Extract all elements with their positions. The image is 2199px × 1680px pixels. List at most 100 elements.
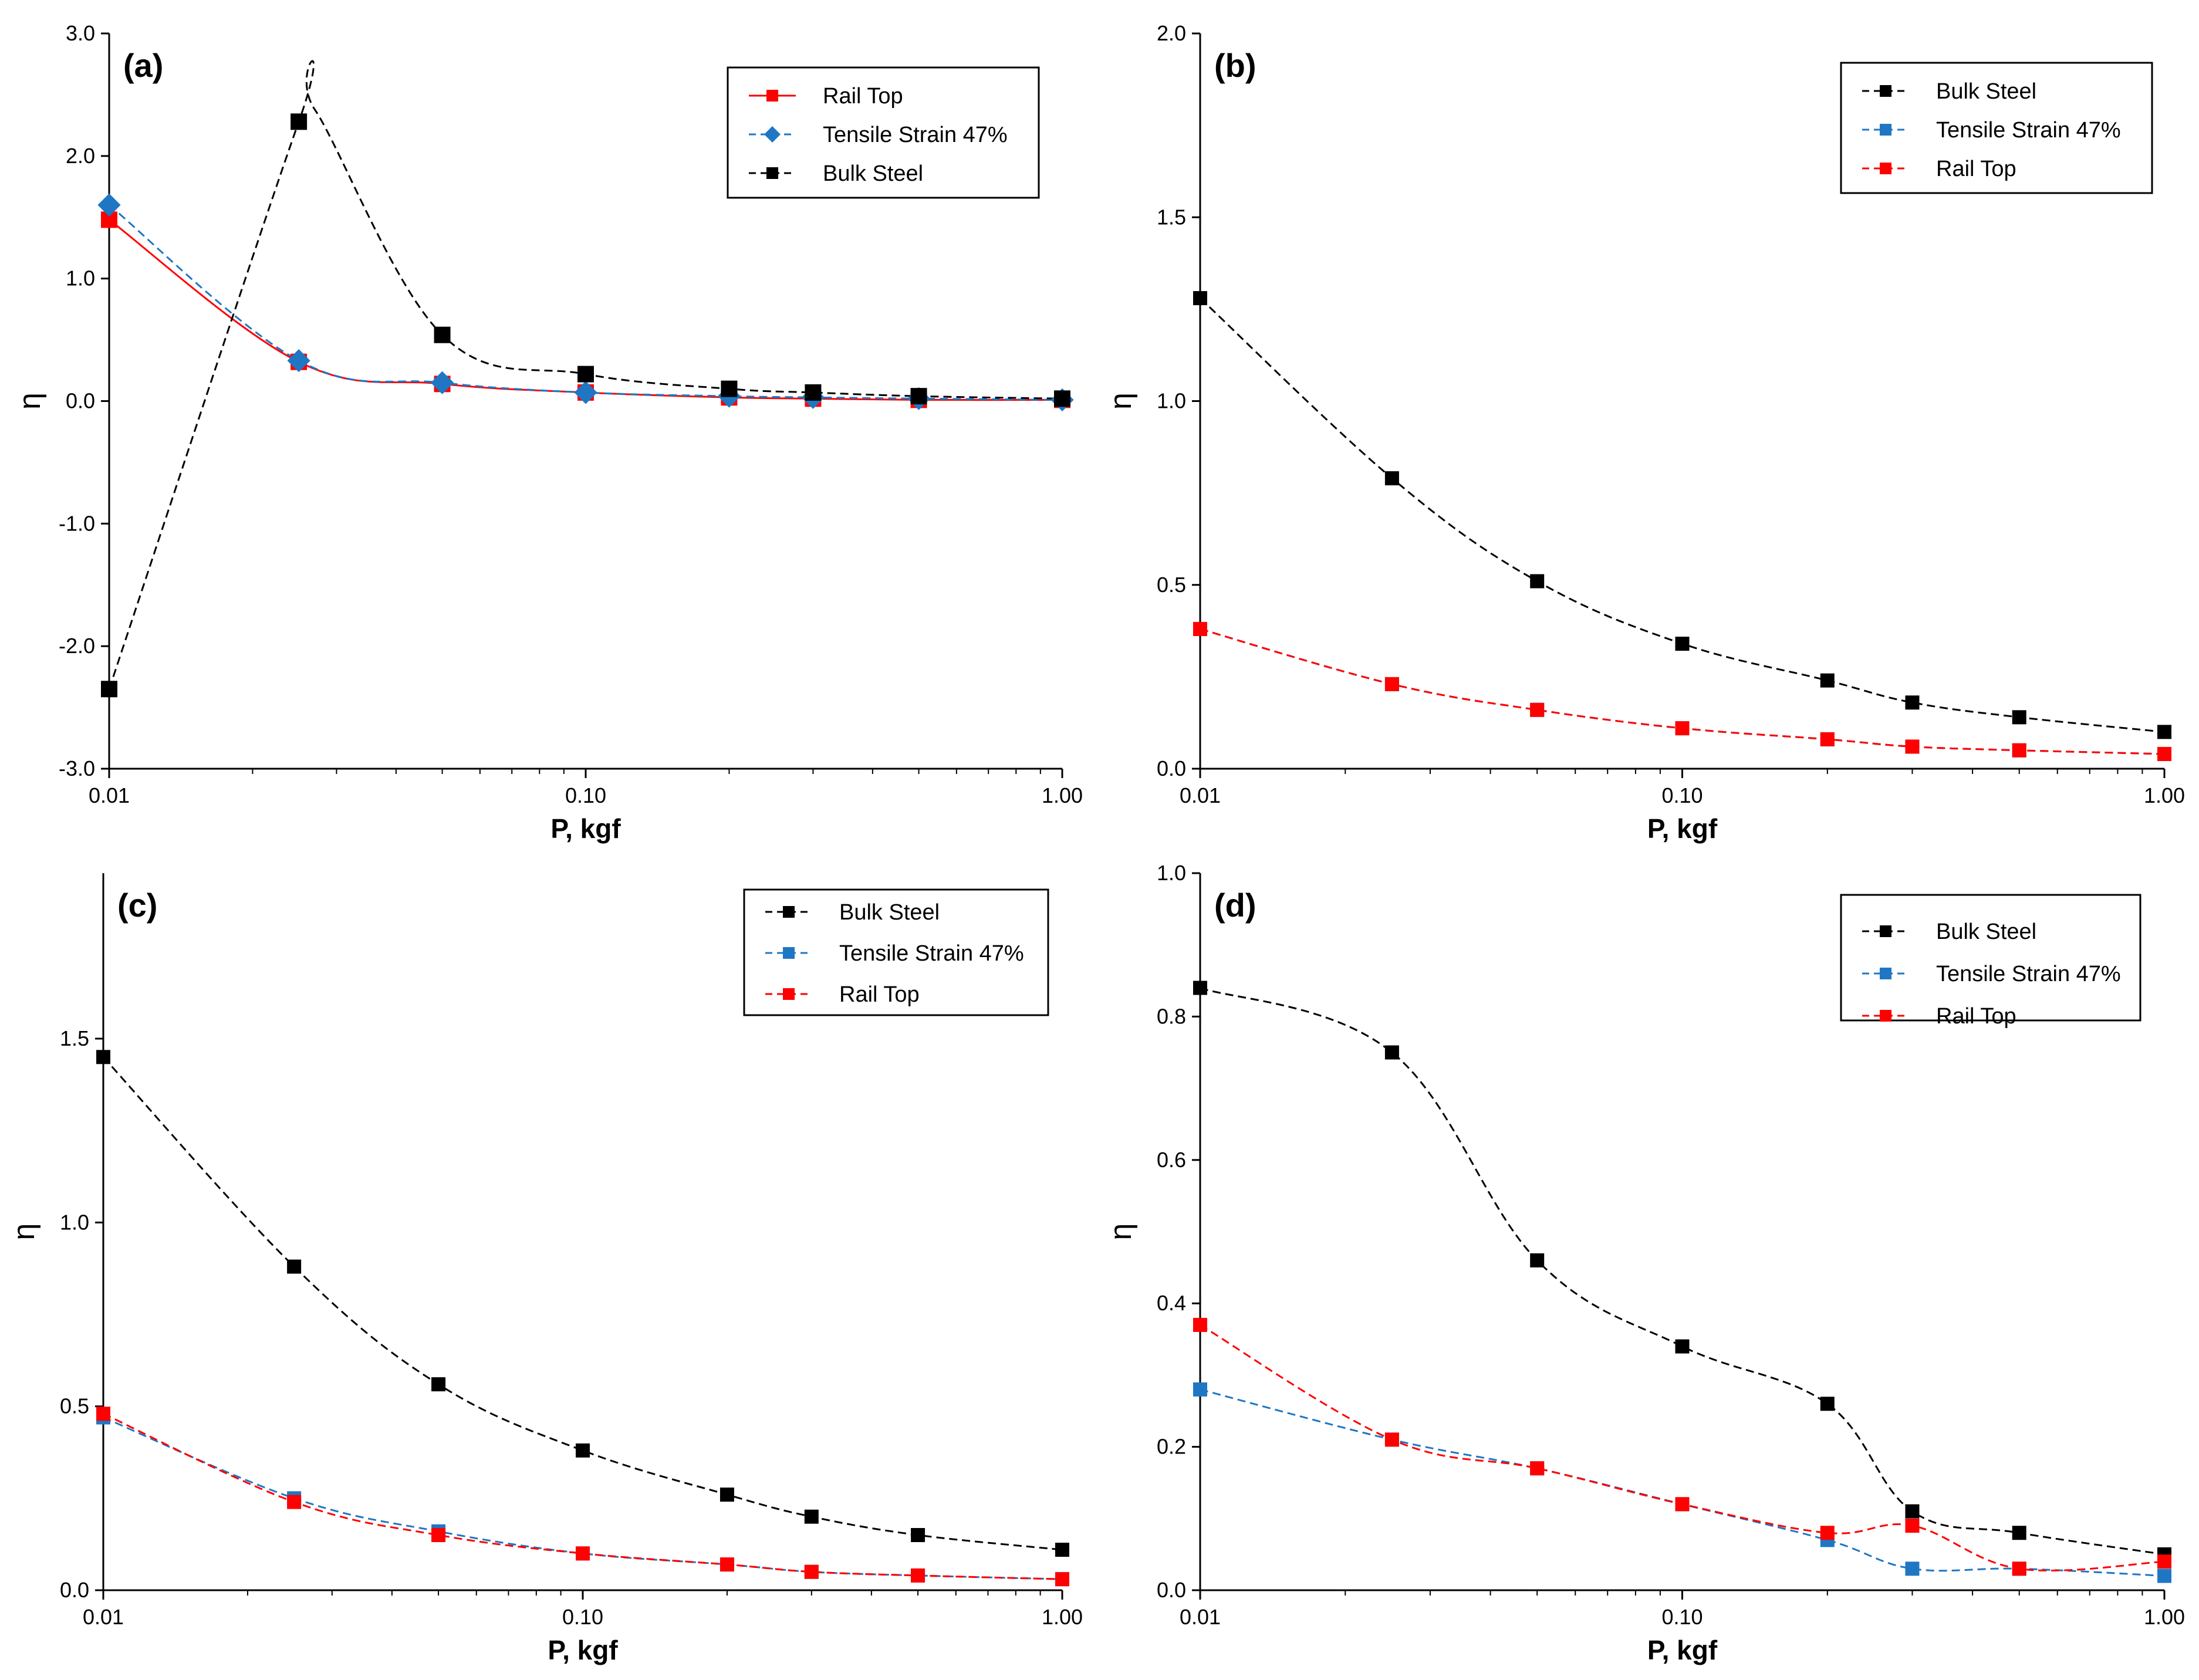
legend-label-bulk: Bulk Steel bbox=[1936, 920, 2036, 944]
chart-0: 0.01 0.10 1.00 -3.0 -2.0 -1.0 0.0 1.0 2.0 3.0 P, k… bbox=[13, 21, 1083, 844]
data-point-bulk bbox=[96, 1050, 110, 1064]
legend-label-tensile: Tensile Strain 47% bbox=[839, 941, 1024, 966]
y-tick-label: 0.0 bbox=[1157, 1578, 1186, 1602]
legend-marker-tensile bbox=[1880, 968, 1891, 979]
data-point-bulk bbox=[576, 1443, 590, 1458]
x-tick-label: 0.10 bbox=[565, 783, 606, 807]
series-line-tensile bbox=[1200, 1388, 2165, 1577]
legend-label-tensile: Tensile Strain 47% bbox=[1936, 118, 2121, 143]
data-point-bulk bbox=[287, 1259, 302, 1274]
y-tick-label: -3.0 bbox=[59, 756, 95, 780]
data-point-rail bbox=[1193, 1317, 1207, 1332]
data-point-bulk bbox=[2012, 710, 2026, 725]
data-point-bulk bbox=[2157, 725, 2171, 739]
series-line-tensile bbox=[109, 204, 1063, 401]
data-point-tensile bbox=[287, 349, 310, 373]
data-point-bulk bbox=[721, 380, 738, 397]
legend-marker-tensile bbox=[783, 947, 795, 959]
data-point-bulk bbox=[431, 1377, 446, 1392]
legend: Rail Top Tensile Strain 47% Bulk Steel bbox=[727, 66, 1040, 199]
legend-label-rail: Rail Top bbox=[1936, 1004, 2016, 1029]
x-axis-title: P, kgf bbox=[548, 1635, 618, 1665]
x-tick-label: 1.00 bbox=[1042, 1605, 1083, 1629]
data-point-tensile bbox=[430, 371, 454, 394]
data-point-bulk bbox=[1530, 1253, 1545, 1267]
panel-label: (d) bbox=[1214, 887, 1256, 924]
data-point-rail bbox=[431, 1528, 446, 1542]
y-axis-title: η bbox=[13, 393, 47, 410]
data-point-bulk bbox=[1193, 291, 1207, 306]
series-line-bulk bbox=[1199, 297, 2165, 733]
legend-label-bulk: Bulk Steel bbox=[823, 161, 923, 186]
series-line-bulk bbox=[102, 1056, 1063, 1551]
series-line-bulk bbox=[1200, 987, 2165, 1556]
x-axis-title: P, kgf bbox=[1647, 813, 1718, 844]
legend-label-tensile: Tensile Strain 47% bbox=[1936, 962, 2121, 986]
data-point-bulk bbox=[1820, 673, 1835, 688]
data-point-tensile bbox=[1193, 1382, 1207, 1397]
y-tick-label: 0.6 bbox=[1157, 1148, 1186, 1172]
data-point-bulk bbox=[1675, 636, 1690, 651]
y-tick-label: 1.0 bbox=[66, 266, 95, 290]
legend: Bulk Steel Tensile Strain 47% Rail Top bbox=[1840, 62, 2153, 194]
x-tick-label: 0.01 bbox=[1180, 1605, 1221, 1629]
y-tick-label: 1.0 bbox=[60, 1210, 89, 1234]
x-axis-title: P, kgf bbox=[550, 813, 621, 844]
legend-label-bulk: Bulk Steel bbox=[1936, 79, 2036, 104]
x-tick-label: 0.10 bbox=[1661, 1605, 1703, 1629]
data-point-bulk bbox=[1820, 1397, 1835, 1411]
y-tick-label: 0.0 bbox=[1157, 756, 1186, 780]
data-point-rail bbox=[1675, 721, 1690, 736]
legend-marker-rail bbox=[1880, 163, 1891, 174]
x-tick-label: 0.10 bbox=[1661, 783, 1703, 807]
data-point-rail bbox=[1905, 739, 1920, 754]
data-point-bulk bbox=[1905, 1504, 1920, 1519]
legend-marker-tensile bbox=[1880, 124, 1891, 136]
y-tick-label: 0.5 bbox=[60, 1394, 89, 1418]
data-point-bulk bbox=[577, 366, 594, 383]
data-point-rail bbox=[1530, 1461, 1545, 1476]
panel-label: (c) bbox=[117, 887, 157, 924]
legend-marker-rail bbox=[1880, 1010, 1891, 1022]
legend-marker-bulk bbox=[1880, 925, 1891, 937]
data-point-bulk bbox=[1054, 390, 1070, 407]
data-point-tensile bbox=[2157, 1569, 2171, 1583]
data-point-rail bbox=[1675, 1497, 1690, 1512]
legend-marker-bulk bbox=[1880, 85, 1891, 97]
y-tick-label: 1.0 bbox=[1157, 389, 1186, 413]
legend-marker-rail bbox=[766, 90, 778, 102]
data-point-bulk bbox=[1530, 574, 1545, 589]
legend-label-rail: Rail Top bbox=[839, 982, 920, 1007]
y-tick-label: 0.2 bbox=[1157, 1435, 1186, 1459]
data-point-rail bbox=[1820, 1526, 1835, 1540]
x-tick-label: 1.00 bbox=[2144, 783, 2185, 807]
chart-1: 0.01 0.10 1.00 0.0 0.5 1.0 1.5 2.0 P, kgf η (b) Bul… bbox=[1104, 21, 2185, 844]
legend-label-bulk: Bulk Steel bbox=[839, 900, 940, 925]
data-point-rail bbox=[720, 1557, 734, 1572]
legend-marker-bulk bbox=[766, 167, 778, 179]
data-point-rail bbox=[911, 1568, 925, 1583]
data-point-bulk bbox=[1384, 1045, 1399, 1060]
data-point-bulk bbox=[1905, 695, 1920, 710]
y-tick-label: 0.5 bbox=[1157, 573, 1186, 597]
data-point-rail bbox=[1384, 1432, 1399, 1447]
y-axis-title: η bbox=[1104, 393, 1138, 410]
data-point-tensile bbox=[1905, 1561, 1920, 1576]
data-point-rail bbox=[2012, 1561, 2026, 1576]
y-tick-label: -2.0 bbox=[59, 634, 95, 658]
data-point-rail bbox=[1193, 621, 1207, 636]
x-tick-label: 0.01 bbox=[83, 1605, 124, 1629]
legend-box bbox=[727, 66, 1040, 199]
legend-box bbox=[1840, 894, 2141, 1022]
data-point-rail bbox=[96, 1407, 110, 1421]
y-tick-label: 1.0 bbox=[1157, 861, 1186, 885]
data-point-rail bbox=[804, 1564, 819, 1579]
data-point-rail bbox=[1384, 677, 1399, 691]
data-point-bulk bbox=[101, 681, 117, 698]
x-axis-title: P, kgf bbox=[1647, 1635, 1718, 1665]
data-point-rail bbox=[576, 1546, 590, 1561]
legend-label-tensile: Tensile Strain 47% bbox=[823, 123, 1008, 147]
chart-2: 0.01 0.10 1.00 0.0 0.5 1.0 1.5 P, kgf η (c) Bulk S… bbox=[7, 873, 1083, 1665]
x-tick-label: 0.01 bbox=[1180, 783, 1221, 807]
